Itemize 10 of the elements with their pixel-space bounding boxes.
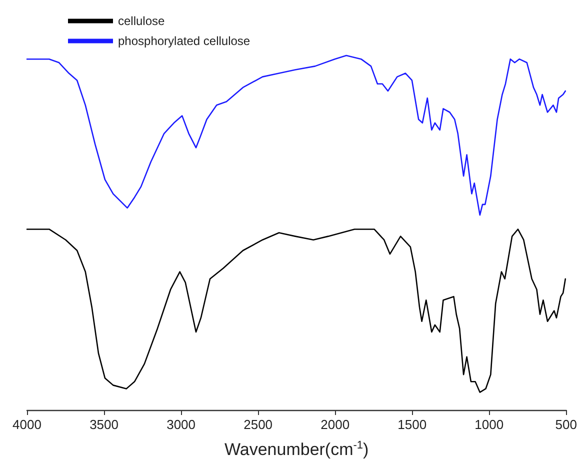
x-tick-label: 3000 xyxy=(166,417,196,432)
x-tick-label: 2000 xyxy=(320,417,350,432)
x-tick-label: 1000 xyxy=(474,417,504,432)
x-tick-label: 2500 xyxy=(244,417,273,432)
x-tick-label: 500 xyxy=(555,417,578,432)
x-tick-label: 1500 xyxy=(398,417,427,432)
x-tick-label: 4000 xyxy=(12,417,42,432)
legend-label: phosphorylated cellulose xyxy=(118,34,250,48)
x-tick-label: 3500 xyxy=(90,417,118,432)
legend-label: cellulose xyxy=(118,14,166,28)
